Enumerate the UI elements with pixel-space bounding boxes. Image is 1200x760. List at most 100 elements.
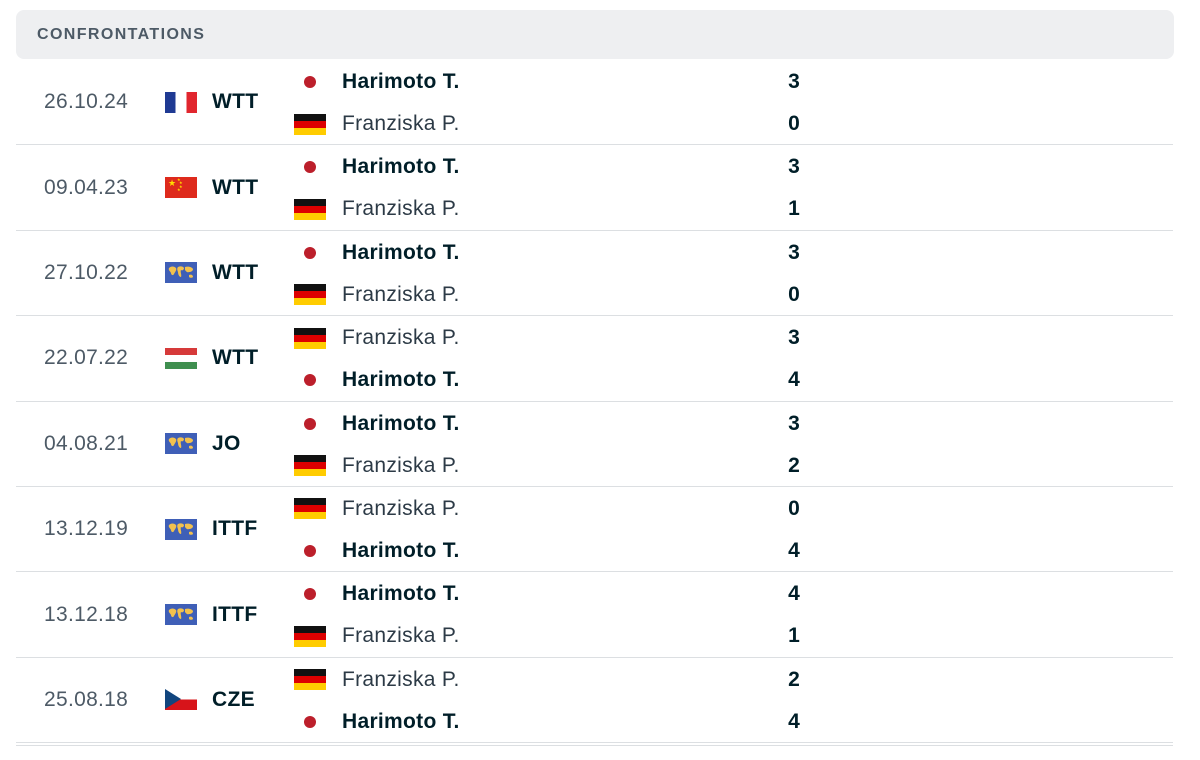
player-2: Franziska P. [294,445,814,487]
hungary-flag-icon [165,347,197,369]
player-2-score: 1 [788,197,800,221]
tournament: CZE [165,658,255,742]
tournament-name: WTT [212,260,259,284]
player-name: Harimoto T. [342,582,460,606]
match-row[interactable]: 27.10.22 WTT Harimoto T. 3 Franziska P. 0 [16,231,1173,317]
tournament-name: ITTF [212,517,258,541]
player-1: Harimoto T. [294,61,814,103]
tournament: ITTF [165,487,258,571]
player-2: Harimoto T. [294,701,814,743]
match-row[interactable]: 13.12.18 ITTF Harimoto T. 4 Franziska P. 1 [16,572,1173,658]
tournament: ITTF [165,572,258,656]
match-date: 25.08.18 [44,687,129,711]
match-date: 26.10.24 [44,90,129,114]
player-name: Franziska P. [342,112,460,135]
match-date: 22.07.22 [44,346,129,370]
germany-flag-icon [294,455,326,477]
germany-flag-icon [294,113,326,135]
germany-flag-icon [294,284,326,306]
player-name: Harimoto T. [342,709,460,733]
player-name: Harimoto T. [342,240,460,264]
match-row[interactable]: 25.08.18 CZE Franziska P. 2 Harimoto T. 4 [16,658,1173,744]
germany-flag-icon [294,498,326,520]
player-2: Harimoto T. [294,359,814,401]
germany-flag-icon [294,327,326,349]
divider [16,745,1173,746]
player-name: Harimoto T. [342,155,460,179]
player-2: Franziska P. [294,188,814,230]
match-list: 26.10.24 WTT Harimoto T. 3 Franziska P. 0 09.0… [16,60,1173,744]
player-2: Franziska P. [294,274,814,316]
player-2-score: 4 [788,368,800,392]
player-1: Harimoto T. [294,573,814,615]
player-1: Franziska P. [294,659,814,701]
czech-flag-icon [165,689,197,711]
player-2-score: 1 [788,624,800,648]
player-2-score: 2 [788,453,800,477]
player-1: Franziska P. [294,488,814,530]
france-flag-icon [165,91,197,113]
player-2: Franziska P. [294,615,814,657]
match-row[interactable]: 13.12.19 ITTF Franziska P. 0 Harimoto T. 4 [16,487,1173,573]
player-1: Harimoto T. [294,232,814,274]
player-name: Harimoto T. [342,538,460,562]
player-1-score: 3 [788,70,800,93]
player-name: Franziska P. [342,496,460,520]
germany-flag-icon [294,669,326,691]
japan-flag-icon [294,242,326,264]
player-1-score: 3 [788,326,800,350]
player-name: Franziska P. [342,667,460,691]
player-1-score: 2 [788,667,800,691]
player-1: Harimoto T. [294,403,814,445]
tournament: WTT [165,231,258,315]
player-2-score: 0 [788,282,800,306]
player-1-score: 3 [788,411,800,435]
player-2-score: 0 [788,112,800,135]
player-1-score: 3 [788,240,800,264]
player-name: Franziska P. [342,453,460,477]
japan-flag-icon [294,369,326,391]
japan-flag-icon [294,711,326,733]
player-name: Franziska P. [342,326,460,350]
match-date: 27.10.22 [44,260,129,284]
tournament-name: CZE [212,687,255,711]
world-flag-icon [165,604,197,626]
match-date: 13.12.18 [44,602,129,626]
player-1: Harimoto T. [294,146,814,188]
tournament-name: JO [212,431,241,455]
player-2-score: 4 [788,709,800,733]
germany-flag-icon [294,625,326,647]
player-name: Franziska P. [342,282,460,306]
section-title: CONFRONTATIONS [37,25,206,43]
player-1-score: 3 [788,155,800,179]
player-name: Franziska P. [342,624,460,648]
germany-flag-icon [294,198,326,220]
player-name: Harimoto T. [342,411,460,435]
japan-flag-icon [294,540,326,562]
tournament: ★ ★ ★ ★ ★ WTT [165,145,258,229]
player-name: Harimoto T. [342,70,460,93]
tournament-name: WTT [212,90,259,114]
match-date: 09.04.23 [44,175,129,199]
world-flag-icon [165,518,197,540]
match-date: 13.12.19 [44,517,129,541]
player-1: Franziska P. [294,317,814,359]
tournament: WTT [165,60,258,144]
match-row[interactable]: 26.10.24 WTT Harimoto T. 3 Franziska P. 0 [16,60,1173,146]
tournament-name: WTT [212,346,259,370]
world-flag-icon [165,433,197,455]
player-2-score: 4 [788,538,800,562]
tournament-name: ITTF [212,602,258,626]
match-row[interactable]: 09.04.23 ★ ★ ★ ★ ★ WTT Harimoto T. 3 Franziska P.… [16,145,1173,231]
tournament: JO [165,402,241,486]
match-date: 04.08.21 [44,431,129,455]
player-name: Franziska P. [342,197,460,221]
tournament: WTT [165,316,258,400]
player-2: Franziska P. [294,103,814,145]
player-1-score: 4 [788,582,800,606]
match-row[interactable]: 04.08.21 JO Harimoto T. 3 Franziska P. 2 [16,402,1173,487]
japan-flag-icon [294,71,326,93]
match-row[interactable]: 22.07.22 WTT Franziska P. 3 Harimoto T. 4 [16,316,1173,402]
player-2: Harimoto T. [294,530,814,572]
player-1-score: 0 [788,496,800,520]
